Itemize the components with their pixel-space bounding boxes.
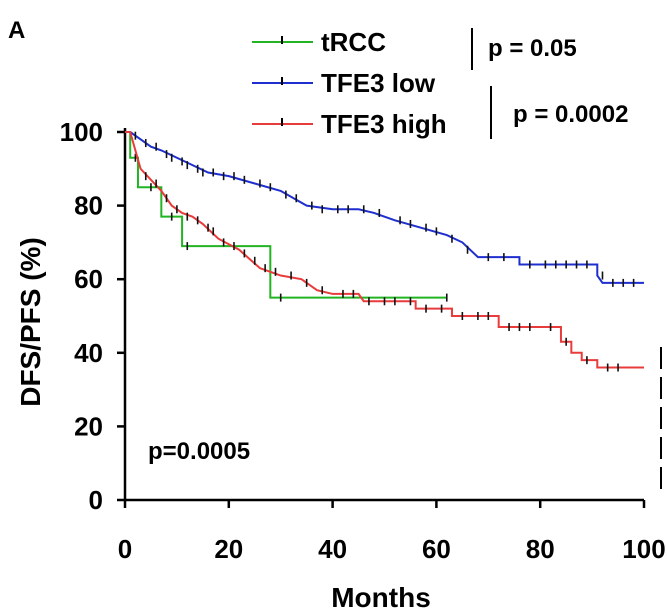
series-layer: [125, 131, 644, 372]
legend: tRCC TFE3 low TFE3 high: [252, 27, 447, 139]
y-tick-label: 60: [74, 264, 103, 294]
survival-curve-tfe3-high: [125, 131, 644, 369]
legend-label-tfe3-low: TFE3 low: [321, 68, 436, 98]
x-tick-label: 20: [214, 534, 243, 564]
survival-curve-tfe3-low: [125, 131, 644, 284]
series-tfe3-high: [125, 131, 644, 372]
x-tick-label: 0: [118, 534, 132, 564]
y-tick-label: 100: [60, 117, 103, 147]
x-tick-label: 100: [622, 534, 665, 564]
panel-label: A: [8, 17, 25, 44]
x-tick-label: 80: [526, 534, 555, 564]
survival-curve-trcc: [125, 131, 447, 299]
x-tick-label: 40: [318, 534, 347, 564]
overall-p-value: p=0.0005: [148, 438, 250, 465]
x-tick-label: 60: [422, 534, 451, 564]
p-value-trcc-vs-low: p = 0.05: [488, 35, 577, 62]
series-tfe3-low: [125, 131, 644, 287]
y-tick-label: 40: [74, 338, 103, 368]
y-tick-label: 80: [74, 191, 103, 221]
series-trcc: [125, 131, 448, 302]
y-tick-label: 20: [74, 411, 103, 441]
y-tick-label: 0: [89, 485, 103, 515]
x-axis-label: Months: [331, 582, 431, 613]
p-value-low-vs-high: p = 0.0002: [513, 101, 628, 128]
axes: 0 20 40 60 80 100 0 20 40 60 80 100: [60, 117, 666, 564]
y-axis-label: DFS/PFS (%): [15, 237, 46, 407]
legend-label-tfe3-high: TFE3 high: [321, 109, 447, 139]
legend-label-trcc: tRCC: [321, 27, 386, 57]
